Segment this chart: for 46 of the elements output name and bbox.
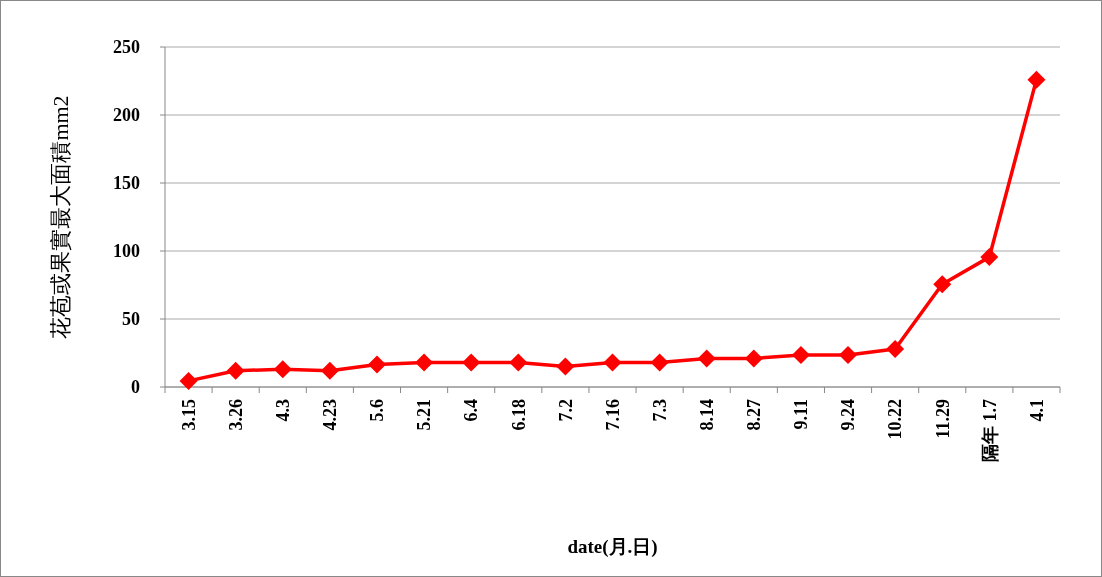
point xyxy=(886,339,905,358)
x-tick-label: 8.14 xyxy=(697,399,718,431)
x-tick-label: 3.26 xyxy=(225,399,246,431)
x-tick-label: 7.16 xyxy=(602,399,623,431)
point xyxy=(839,346,858,365)
point xyxy=(697,349,716,368)
x-tick-label: 7.3 xyxy=(649,399,670,422)
point xyxy=(980,248,999,267)
x-tick-label: 3.15 xyxy=(178,399,199,431)
x-tick-label: 10.22 xyxy=(885,399,906,440)
x-tick-label: 5.21 xyxy=(414,399,435,431)
point xyxy=(556,357,575,376)
point xyxy=(415,353,434,372)
x-tick-label: 7.2 xyxy=(555,399,576,422)
x-tick-label: 4.3 xyxy=(273,399,294,422)
x-tick-label: 8.27 xyxy=(744,399,765,431)
y-tick-label: 150 xyxy=(113,173,140,194)
x-axis-title: date(月.日) xyxy=(567,536,658,558)
point xyxy=(226,361,245,380)
point xyxy=(933,275,952,294)
y-tick-label: 200 xyxy=(113,105,140,126)
x-tick-label: 6.4 xyxy=(461,399,482,422)
point xyxy=(320,361,339,380)
point xyxy=(603,353,622,372)
point xyxy=(791,346,810,365)
y-axis-title: 花苞或果實最大面積mm2 xyxy=(48,95,73,339)
y-tick-label: 50 xyxy=(122,309,140,330)
y-tick-label: 100 xyxy=(113,241,140,262)
x-tick-label: 4.23 xyxy=(320,399,341,431)
point xyxy=(744,349,763,368)
point xyxy=(367,355,386,374)
x-tick-label: 9.24 xyxy=(838,399,859,431)
y-tick-label: 0 xyxy=(131,377,140,398)
point xyxy=(650,353,669,372)
x-tick-label: 5.6 xyxy=(367,399,388,422)
x-tick-label: 隔年 1.7 xyxy=(979,399,1000,462)
y-tick-label: 250 xyxy=(113,37,140,58)
point xyxy=(462,353,481,372)
point xyxy=(273,360,292,379)
x-tick-label: 4.1 xyxy=(1026,399,1047,422)
x-tick-label: 6.18 xyxy=(508,399,529,431)
x-tick-label: 9.11 xyxy=(791,399,812,430)
x-tick-label: 11.29 xyxy=(932,399,953,439)
point xyxy=(179,371,198,390)
point xyxy=(1027,70,1046,89)
point xyxy=(509,353,528,372)
